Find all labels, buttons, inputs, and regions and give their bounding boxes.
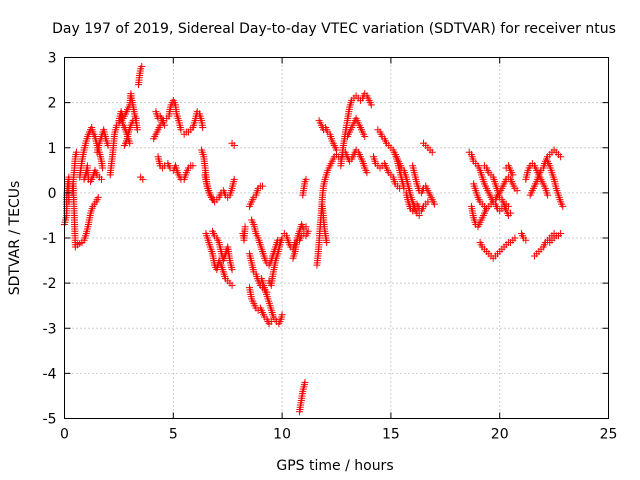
y-tick-label: -3 <box>43 321 57 337</box>
data-point-marker <box>199 123 207 131</box>
data-point-marker <box>428 148 436 156</box>
data-point-marker <box>363 169 371 177</box>
data-points-layer <box>61 63 567 416</box>
data-point-marker <box>301 378 309 386</box>
data-point-marker <box>138 63 146 71</box>
data-point-marker <box>139 175 147 183</box>
y-tick-label: 0 <box>48 186 57 202</box>
y-tick-label: -4 <box>43 366 57 382</box>
data-point-marker <box>230 141 238 149</box>
data-point-marker <box>72 148 80 156</box>
data-point-marker <box>333 146 340 154</box>
data-point-marker <box>241 223 249 231</box>
plot-frame <box>64 57 609 419</box>
data-point-marker <box>189 162 197 170</box>
data-point-marker <box>133 126 141 134</box>
x-axis-label: GPS time / hours <box>276 458 393 474</box>
y-tick-label: -1 <box>43 231 57 247</box>
data-point-marker <box>278 311 286 319</box>
data-point-marker <box>99 164 107 172</box>
y-tick-label: -2 <box>43 276 57 292</box>
data-point-marker <box>259 182 267 190</box>
data-point-marker <box>177 126 185 134</box>
data-point-marker <box>230 175 238 183</box>
y-tick-label: 2 <box>48 96 57 112</box>
data-point-marker <box>97 175 105 183</box>
data-point-marker <box>513 187 521 195</box>
data-point-marker <box>509 171 517 179</box>
data-point-marker <box>361 132 369 140</box>
x-tick-label: 20 <box>491 427 509 443</box>
x-tick-label: 10 <box>273 427 291 443</box>
data-point-marker <box>94 193 102 201</box>
data-point-marker <box>559 202 567 210</box>
x-tick-label: 5 <box>169 427 178 443</box>
data-point-marker <box>323 239 331 247</box>
y-tick-label: 1 <box>48 141 57 157</box>
data-point-marker <box>544 191 552 199</box>
data-point-marker <box>511 234 519 242</box>
data-point-marker <box>304 227 312 235</box>
data-point-marker <box>302 223 310 231</box>
data-point-marker <box>557 153 565 161</box>
data-point-marker <box>557 229 565 237</box>
x-tick-label: 15 <box>382 427 400 443</box>
data-point-marker <box>507 209 515 217</box>
data-point-marker <box>228 266 236 274</box>
data-point-marker <box>228 281 236 289</box>
data-point-marker <box>132 114 140 122</box>
y-axis-label: SDTVAR / TECUs <box>7 181 23 296</box>
data-point-marker <box>430 200 438 208</box>
axis-layer: 0 5 10 15 20 25 -5 -4 -3 -2 -1 0 1 2 3 <box>43 51 618 443</box>
x-tick-label: 25 <box>600 427 618 443</box>
chart-title: Day 197 of 2019, Sidereal Day-to-day VTE… <box>52 21 616 37</box>
y-tick-label: 3 <box>48 51 57 67</box>
data-point-marker <box>367 101 375 109</box>
y-tick-label: -5 <box>43 412 57 428</box>
data-point-marker <box>415 211 423 219</box>
data-point-marker <box>302 175 310 183</box>
data-point-marker <box>161 121 169 129</box>
x-tick-label: 0 <box>60 427 69 443</box>
data-point-marker <box>210 196 218 204</box>
data-point-marker <box>522 236 530 244</box>
